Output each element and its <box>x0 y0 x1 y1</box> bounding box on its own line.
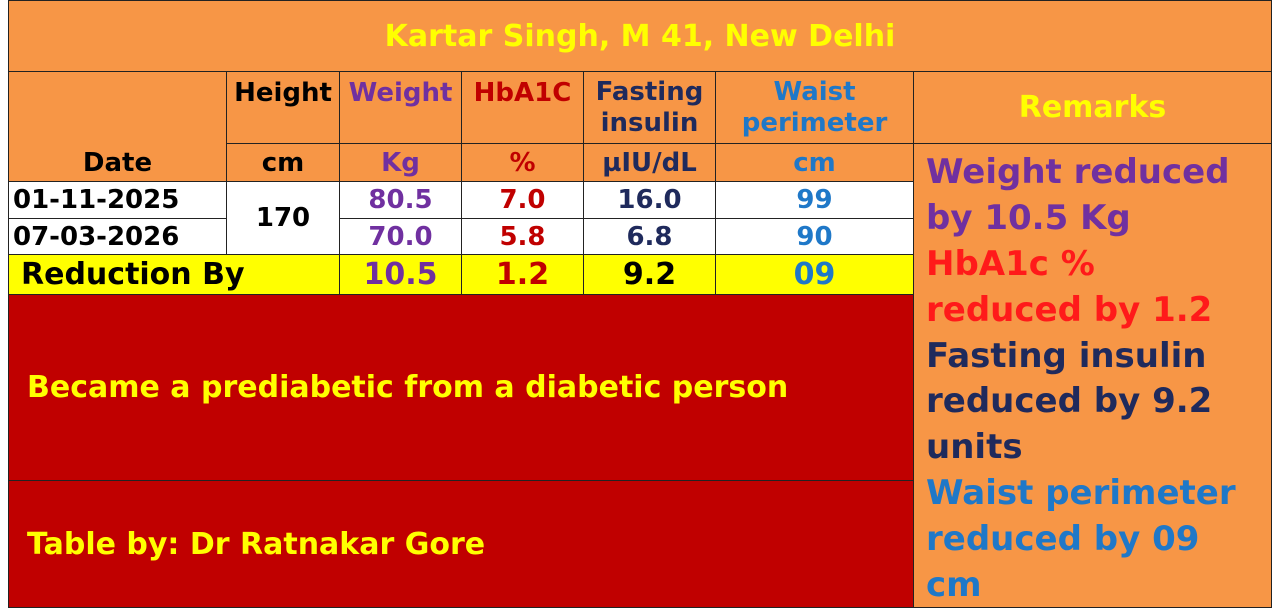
remark-weight: Weight reduced by 10.5 Kg <box>926 152 1230 238</box>
remarks-panel: Weight reduced by 10.5 Kg HbA1c % reduce… <box>913 143 1272 608</box>
row1-hba1c: 7.0 <box>461 181 584 219</box>
reduction-fasting: 9.2 <box>583 254 716 295</box>
row2-weight: 70.0 <box>339 218 462 255</box>
outcome-message: Became a prediabetic from a diabetic per… <box>8 294 914 481</box>
height-unit: cm <box>226 143 340 182</box>
fasting-unit: µIU/dL <box>583 143 716 182</box>
remark-fasting-insulin: Fasting insulin reduced by 9.2 units <box>926 335 1213 468</box>
table-credit: Table by: Dr Ratnakar Gore <box>8 480 914 608</box>
reduction-weight: 10.5 <box>339 254 462 295</box>
table-title: Kartar Singh, M 41, New Delhi <box>8 0 1272 72</box>
date-header: Date <box>82 148 153 179</box>
remarks-header: Remarks <box>913 71 1272 144</box>
row2-waist: 90 <box>715 218 914 255</box>
height-value: 170 <box>226 181 340 255</box>
fasting-insulin-header: Fasting insulin <box>583 71 716 144</box>
hba1c-header: HbA1C <box>461 71 584 144</box>
remark-hba1c: HbA1c % reduced by 1.2 <box>926 243 1213 330</box>
waist-perimeter-header: Waist perimeter <box>715 71 914 144</box>
row2-date: 07-03-2026 <box>8 218 227 255</box>
weight-header: Weight <box>339 71 462 144</box>
weight-unit: Kg <box>339 143 462 182</box>
reduction-hba1c: 1.2 <box>461 254 584 295</box>
hba1c-unit: % <box>461 143 584 182</box>
row1-date: 01-11-2025 <box>8 181 227 219</box>
row2-fasting: 6.8 <box>583 218 716 255</box>
row1-waist: 99 <box>715 181 914 219</box>
reduction-waist: 09 <box>715 254 914 295</box>
height-header: Height <box>226 71 340 144</box>
row1-weight: 80.5 <box>339 181 462 219</box>
waist-unit: cm <box>715 143 914 182</box>
remark-waist: Waist perimeter reduced by 09 cm <box>926 473 1236 606</box>
date-header-cell: Date <box>8 71 227 182</box>
reduction-label: Reduction By <box>8 254 340 295</box>
row2-hba1c: 5.8 <box>461 218 584 255</box>
row1-fasting: 16.0 <box>583 181 716 219</box>
